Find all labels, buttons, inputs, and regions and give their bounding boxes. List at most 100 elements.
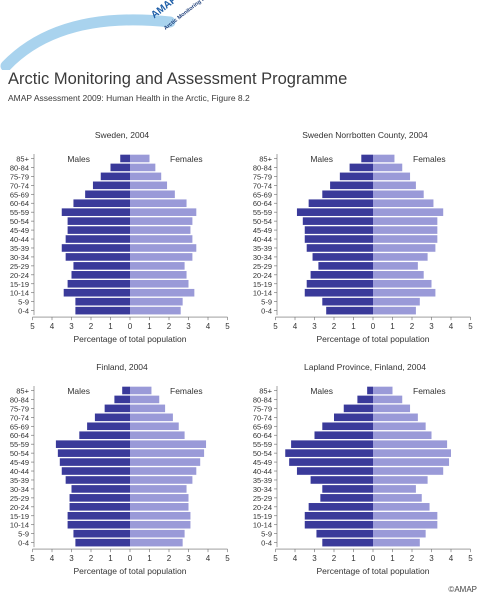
age-group-label: 80-84 (10, 163, 29, 172)
bar-female (130, 458, 201, 466)
age-group-label: 50-54 (253, 217, 272, 226)
x-axis-title: Percentage of total population (317, 334, 430, 344)
bar-male (310, 476, 373, 484)
bar-female (373, 297, 420, 306)
bar-female (373, 529, 426, 538)
x-tick-label: 5 (468, 554, 473, 563)
age-group-label: 5-9 (18, 298, 29, 307)
x-tick-label: 5 (225, 322, 230, 331)
x-tick-label: 2 (167, 554, 172, 563)
age-group-label: 15-19 (10, 280, 29, 289)
age-group-label: 40-44 (10, 467, 29, 476)
bar-male (104, 404, 130, 413)
bar-male (75, 306, 130, 315)
bar-male (339, 172, 373, 181)
x-tick-label: 4 (50, 554, 55, 563)
age-group-label: 75-79 (10, 404, 29, 413)
x-tick-label: 5 (30, 554, 35, 563)
x-tick-label: 3 (186, 322, 191, 331)
bar-male (308, 199, 373, 208)
bar-male (67, 279, 130, 288)
x-tick-label: 3 (186, 554, 191, 563)
age-group-label: 35-39 (253, 244, 272, 253)
bar-female (373, 279, 432, 288)
bar-female (130, 494, 189, 502)
bar-male (100, 172, 130, 181)
age-group-label: 25-29 (253, 494, 272, 503)
legend-males: Males (67, 386, 90, 396)
bar-male (310, 271, 373, 279)
age-group-label: 70-74 (10, 181, 29, 190)
age-group-label: 85+ (16, 154, 29, 163)
age-group-label: 50-54 (253, 449, 272, 458)
population-pyramid: Males Females 85+80-8475-7970-7465-6960-64… (253, 154, 473, 344)
bar-male (110, 163, 130, 172)
bar-male (316, 529, 373, 538)
bar-female (130, 404, 166, 413)
age-group-label: 15-19 (253, 280, 272, 289)
amap-logo-arc (0, 14, 176, 70)
bar-male (330, 181, 373, 190)
bar-male (322, 538, 373, 547)
age-group-label: 65-69 (10, 422, 29, 431)
x-tick-label: 2 (410, 322, 415, 331)
bar-male (304, 235, 373, 243)
bar-male (65, 476, 130, 484)
bar-female (130, 413, 173, 422)
bar-female (373, 503, 430, 511)
bar-male (85, 190, 130, 199)
bar-female (373, 172, 411, 181)
bar-female (130, 511, 191, 520)
x-tick-label: 0 (371, 322, 376, 331)
age-group-label: 80-84 (10, 395, 29, 404)
bar-female (130, 190, 175, 199)
bar-female (130, 181, 168, 190)
x-tick-label: 2 (167, 322, 172, 331)
age-group-label: 25-29 (253, 262, 272, 271)
age-group-label: 40-44 (10, 235, 29, 244)
age-group-label: 85+ (259, 386, 272, 395)
x-tick-label: 2 (89, 554, 94, 563)
age-group-label: 0-4 (261, 539, 272, 548)
bar-male (73, 529, 130, 538)
x-tick-label: 0 (371, 554, 376, 563)
age-group-label: 10-14 (10, 289, 29, 298)
bar-male (67, 226, 130, 234)
bar-female (373, 413, 418, 422)
age-group-label: 70-74 (10, 413, 29, 422)
x-tick-label: 1 (147, 322, 152, 331)
age-group-label: 20-24 (10, 271, 29, 280)
bar-male (79, 431, 130, 440)
age-group-label: 5-9 (18, 530, 29, 539)
chart-panel-norrbotten: Sweden Norrbotten County, 2004 Males Fema… (245, 118, 485, 348)
bar-female (130, 279, 189, 288)
age-group-label: 10-14 (10, 521, 29, 530)
age-group-label: 75-79 (253, 172, 272, 181)
age-group-label: 65-69 (253, 422, 272, 431)
bar-female (373, 476, 428, 484)
bar-female (130, 538, 183, 547)
x-tick-label: 0 (128, 554, 133, 563)
age-group-label: 15-19 (253, 512, 272, 521)
bar-male (322, 190, 373, 199)
age-group-label: 30-34 (253, 485, 272, 494)
bar-male (302, 217, 373, 225)
bar-male (306, 244, 373, 252)
age-group-label: 60-64 (253, 199, 272, 208)
age-group-label: 20-24 (253, 271, 272, 280)
age-group-label: 20-24 (10, 503, 29, 512)
bar-male (320, 494, 373, 502)
page-title: Arctic Monitoring and Assessment Program… (8, 70, 348, 88)
bar-female (130, 440, 207, 448)
bar-male (55, 440, 130, 448)
x-tick-label: 4 (206, 322, 211, 331)
age-group-label: 20-24 (253, 503, 272, 512)
bar-female (373, 226, 438, 234)
bar-male (87, 422, 130, 431)
bar-male (65, 253, 130, 261)
bar-female (373, 386, 393, 395)
bar-male (322, 485, 373, 493)
bar-female (373, 154, 395, 163)
age-group-label: 30-34 (10, 253, 29, 262)
bar-female (373, 395, 403, 404)
